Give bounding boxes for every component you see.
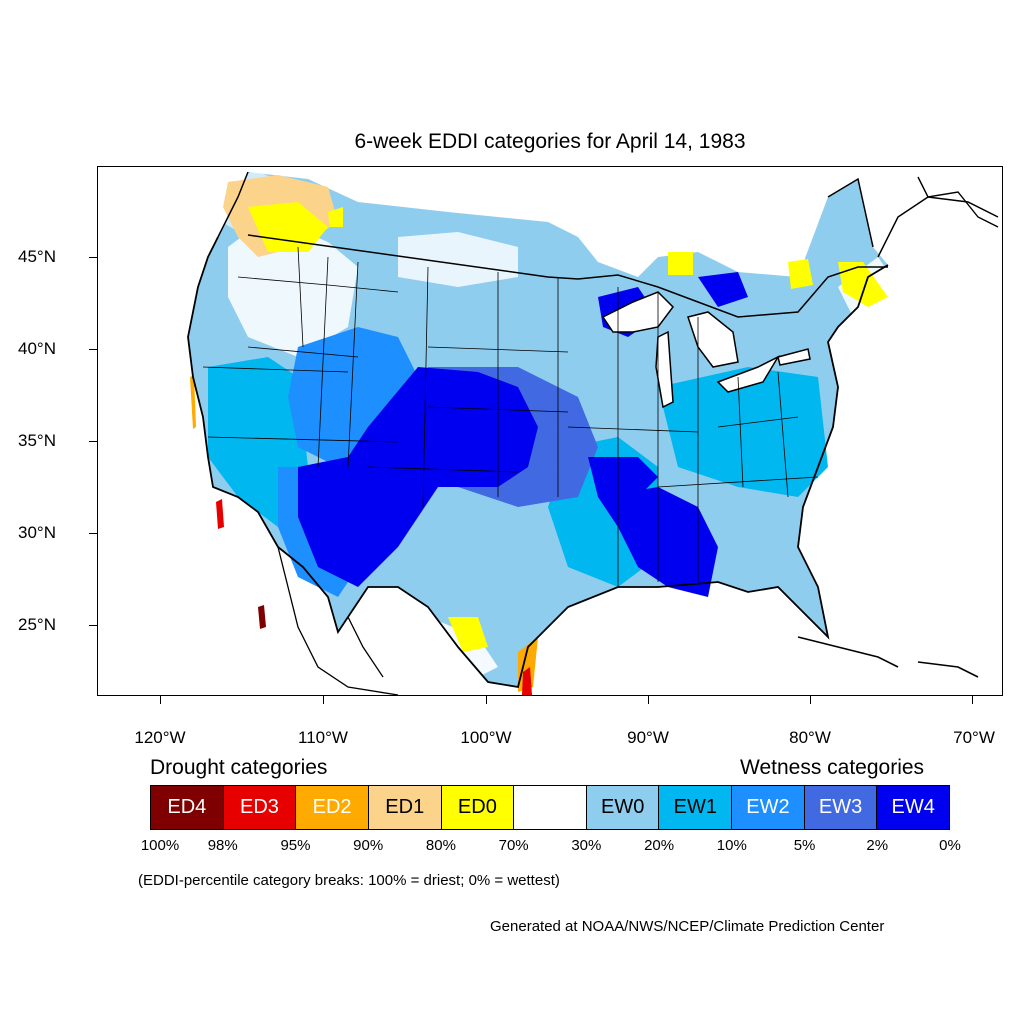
break-label: 98% xyxy=(207,837,238,854)
lat-label: 35°N xyxy=(18,431,56,450)
lon-label: 110°W xyxy=(298,728,348,747)
break-label: 2% xyxy=(866,837,889,854)
legend-box-ed4: ED4 xyxy=(151,786,224,829)
lon-label: 100°W xyxy=(460,728,512,747)
break-label: 5% xyxy=(793,837,816,854)
break-label: 100% xyxy=(140,837,180,854)
break-label: 70% xyxy=(498,837,529,854)
legend-box-ew3: EW3 xyxy=(804,786,878,829)
lat-label: 45°N xyxy=(18,247,56,266)
lat-label: 30°N xyxy=(18,523,56,542)
lat-tick xyxy=(89,349,97,350)
map-panel xyxy=(97,166,1003,696)
legend-box-ew1: EW1 xyxy=(659,786,733,829)
lon-tick xyxy=(486,696,487,704)
lon-tick xyxy=(323,696,324,704)
lon-tick xyxy=(810,696,811,704)
lon-label: 90°W xyxy=(627,728,669,747)
eddi-map xyxy=(187,171,999,695)
lon-label: 120°W xyxy=(134,728,186,747)
legend-box-ed0: ED0 xyxy=(441,786,515,829)
mexico-outline xyxy=(277,546,399,695)
lat-label: 25°N xyxy=(18,615,56,634)
lon-tick xyxy=(160,696,161,704)
break-label: 0% xyxy=(939,837,961,854)
category-legend: ED4 ED3 ED2 ED1 ED0 EW0 EW1 EW2 EW3 EW4 xyxy=(150,785,950,830)
lat-label: 40°N xyxy=(18,339,56,358)
break-label: 20% xyxy=(644,837,675,854)
break-label: 10% xyxy=(716,837,747,854)
break-label: 90% xyxy=(353,837,384,854)
lon-label: 70°W xyxy=(953,728,995,747)
wetness-categories-title: Wetness categories xyxy=(740,756,925,779)
lon-label: 80°W xyxy=(789,728,831,747)
coastline xyxy=(187,236,889,689)
legend-box-ew2: EW2 xyxy=(732,786,805,829)
country-outline xyxy=(217,171,999,318)
lat-tick xyxy=(89,533,97,534)
legend-box-ed3: ED3 xyxy=(223,786,297,829)
break-label: 80% xyxy=(425,837,456,854)
break-label: 95% xyxy=(280,837,311,854)
lat-tick xyxy=(89,441,97,442)
legend-box-ed2: ED2 xyxy=(296,786,369,829)
lon-tick xyxy=(648,696,649,704)
legend-box-ed1: ED1 xyxy=(368,786,442,829)
break-label: 30% xyxy=(571,837,602,854)
lat-tick xyxy=(89,625,97,626)
lat-tick xyxy=(89,257,97,258)
legend-box-ew4: EW4 xyxy=(877,786,950,829)
map-title: 6-week EDDI categories for April 14, 198… xyxy=(354,130,746,153)
legend-box-ew0: EW0 xyxy=(586,786,660,829)
drought-categories-title: Drought categories xyxy=(150,756,328,779)
category-note: (EDDI-percentile category breaks: 100% =… xyxy=(138,872,560,889)
legend-box-neutral xyxy=(514,786,587,829)
credit-line: Generated at NOAA/NWS/NCEP/Climate Predi… xyxy=(490,918,885,935)
lon-tick xyxy=(972,696,973,704)
state-boundaries xyxy=(202,246,819,587)
